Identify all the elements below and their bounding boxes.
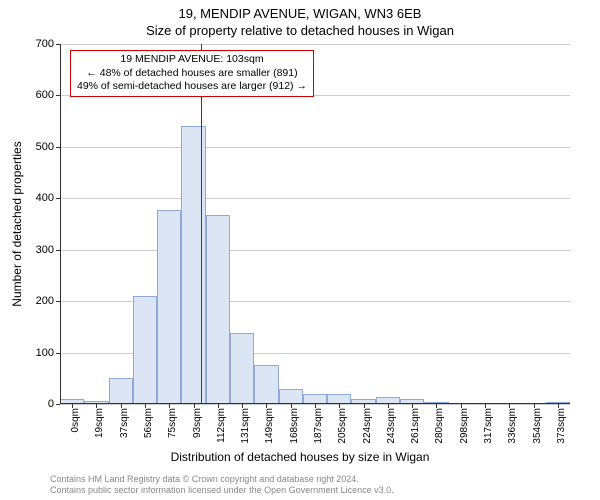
- histogram-bar: [206, 215, 230, 404]
- x-tick-label: 317sqm: [483, 408, 494, 444]
- histogram-bar: [279, 389, 303, 404]
- y-tick-label: 400: [36, 192, 54, 204]
- x-tick-label: 243sqm: [386, 408, 397, 444]
- x-tick-label: 37sqm: [119, 408, 130, 438]
- y-tick-label: 200: [36, 295, 54, 307]
- x-tick-label: 187sqm: [313, 408, 324, 444]
- y-axis-label: Number of detached properties: [10, 141, 24, 306]
- y-tick-label: 600: [36, 89, 54, 101]
- x-tick-label: 19sqm: [94, 408, 105, 438]
- y-tick-label: 100: [36, 347, 54, 359]
- x-tick-label: 280sqm: [434, 408, 445, 444]
- annotation-line: ← 48% of detached houses are smaller (89…: [77, 67, 307, 81]
- x-tick-label: 336sqm: [507, 408, 518, 444]
- x-tick-label: 112sqm: [216, 408, 227, 443]
- y-tick-label: 700: [36, 38, 54, 50]
- x-tick-label: 0sqm: [70, 408, 81, 432]
- property-annotation: 19 MENDIP AVENUE: 103sqm← 48% of detache…: [70, 50, 314, 97]
- histogram-bar: [109, 378, 133, 404]
- chart-title-main: 19, MENDIP AVENUE, WIGAN, WN3 6EB: [0, 0, 600, 21]
- y-tick-mark: [56, 404, 60, 405]
- x-tick-label: 168sqm: [289, 408, 300, 444]
- y-tick-label: 0: [48, 398, 54, 410]
- gridline: [60, 198, 570, 199]
- x-tick-label: 224sqm: [362, 408, 373, 444]
- chart-title-sub: Size of property relative to detached ho…: [0, 21, 600, 38]
- y-tick-label: 300: [36, 244, 54, 256]
- y-axis-line: [60, 44, 61, 404]
- x-tick-label: 205sqm: [337, 408, 348, 444]
- annotation-line: 19 MENDIP AVENUE: 103sqm: [77, 53, 307, 67]
- histogram-bar: [157, 210, 181, 404]
- x-tick-label: 131sqm: [240, 408, 251, 444]
- property-marker-line: [201, 44, 202, 404]
- histogram-bar: [254, 365, 278, 404]
- y-tick-label: 500: [36, 141, 54, 153]
- x-axis-label: Distribution of detached houses by size …: [0, 450, 600, 464]
- footer-line-2: Contains public sector information licen…: [50, 485, 394, 496]
- x-tick-label: 298sqm: [459, 408, 470, 444]
- x-tick-label: 93sqm: [192, 408, 203, 438]
- x-tick-label: 56sqm: [143, 408, 154, 438]
- annotation-line: 49% of semi-detached houses are larger (…: [77, 80, 307, 94]
- gridline: [60, 147, 570, 148]
- gridline: [60, 250, 570, 251]
- x-tick-label: 261sqm: [410, 408, 421, 444]
- x-axis-line: [60, 403, 570, 404]
- x-tick-label: 75sqm: [167, 408, 178, 438]
- histogram-bar: [230, 333, 254, 404]
- attribution-footer: Contains HM Land Registry data © Crown c…: [50, 474, 394, 496]
- footer-line-1: Contains HM Land Registry data © Crown c…: [50, 474, 394, 485]
- x-tick-label: 354sqm: [532, 408, 543, 444]
- histogram-bar: [133, 296, 157, 404]
- x-tick-label: 149sqm: [264, 408, 275, 444]
- x-tick-label: 373sqm: [556, 408, 567, 444]
- histogram-plot: 01002003004005006007000sqm19sqm37sqm56sq…: [60, 44, 570, 404]
- gridline: [60, 44, 570, 45]
